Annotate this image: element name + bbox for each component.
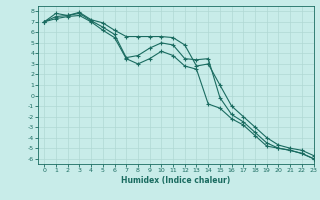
X-axis label: Humidex (Indice chaleur): Humidex (Indice chaleur) bbox=[121, 176, 231, 185]
